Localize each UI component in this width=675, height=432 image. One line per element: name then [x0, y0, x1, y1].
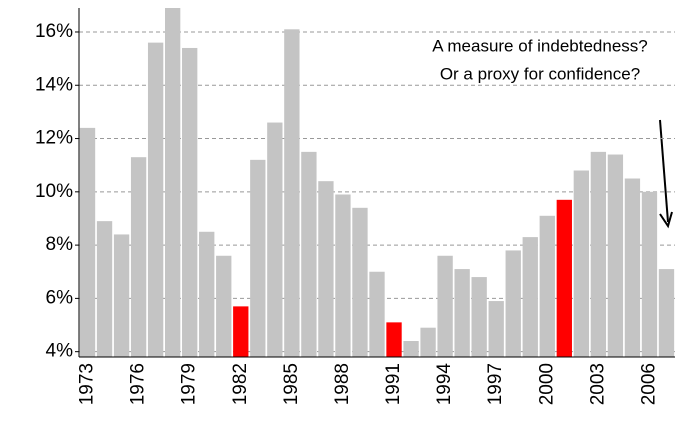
arrow-head — [659, 211, 673, 229]
bar — [352, 207, 368, 357]
bar — [130, 157, 147, 357]
x-tick-label: 2006 — [638, 363, 659, 405]
y-tick-label: 4% — [46, 341, 74, 362]
bar — [233, 306, 249, 357]
bar — [454, 269, 470, 357]
y-tick-label: 14% — [35, 74, 73, 95]
x-tick-label: 1994 — [434, 363, 455, 406]
x-tick-label: 1985 — [281, 363, 302, 405]
y-tick-label: 12% — [35, 128, 73, 149]
bar — [556, 199, 572, 357]
bar — [147, 42, 164, 358]
bar — [113, 234, 130, 357]
bar — [403, 341, 419, 357]
bar — [607, 154, 624, 357]
x-tick-label: 2003 — [587, 363, 608, 405]
bar — [369, 271, 385, 357]
bar — [471, 277, 487, 357]
bar — [437, 255, 453, 357]
bar — [164, 8, 181, 357]
x-tick-label: 1979 — [179, 363, 200, 405]
bar — [250, 159, 266, 357]
bar — [216, 255, 232, 357]
bar — [386, 322, 402, 357]
bar — [96, 221, 113, 357]
x-tick-label: 1997 — [485, 363, 506, 405]
bar — [335, 194, 351, 357]
x-tick-label: 2000 — [536, 363, 557, 405]
bar — [318, 181, 334, 357]
annotation: Or a proxy for confidence? — [440, 64, 640, 83]
y-tick-label: 16% — [35, 21, 73, 42]
y-tick-label: 6% — [46, 287, 74, 308]
bar — [522, 237, 538, 357]
bar — [624, 178, 641, 357]
x-tick-label: 1991 — [383, 363, 404, 405]
y-tick-label: 10% — [35, 181, 73, 202]
bar — [573, 170, 590, 357]
bar — [79, 127, 96, 357]
bar — [182, 47, 198, 358]
y-tick-label: 8% — [46, 234, 74, 255]
x-tick-label: 1976 — [128, 363, 149, 405]
bar — [199, 231, 215, 357]
bar — [301, 151, 317, 357]
arrow — [659, 119, 669, 223]
bar — [505, 250, 521, 357]
bar — [284, 29, 300, 357]
bar — [590, 151, 607, 357]
bar — [267, 122, 283, 357]
x-tick-label: 1973 — [77, 363, 98, 405]
bar — [658, 269, 675, 357]
x-tick-label: 1988 — [332, 363, 353, 405]
annotation: A measure of indebtedness? — [432, 36, 647, 55]
bar — [641, 191, 658, 357]
x-tick-label: 1982 — [230, 363, 251, 405]
bar — [488, 301, 504, 357]
bar — [420, 327, 436, 357]
bar — [539, 215, 555, 357]
